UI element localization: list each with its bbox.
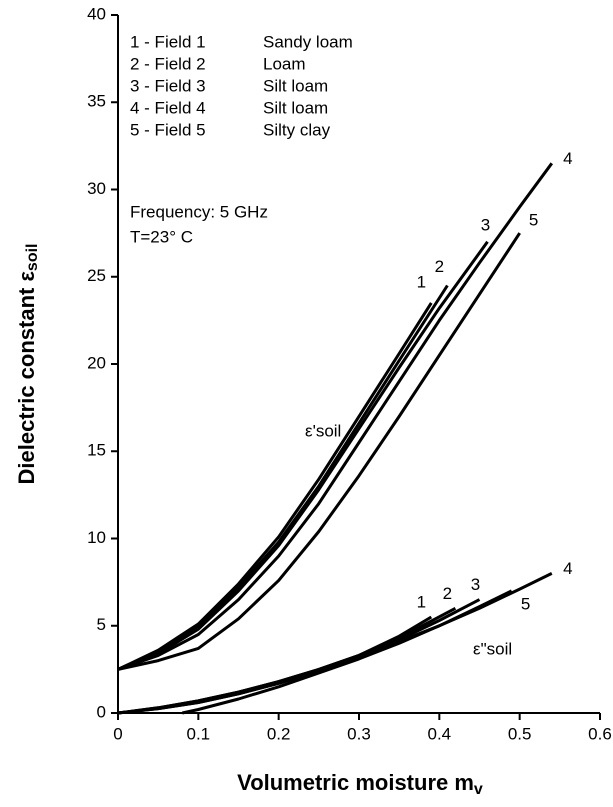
- y-tick-label: 15: [87, 441, 106, 460]
- series-label: 2: [435, 257, 444, 276]
- y-tick-label: 0: [97, 702, 106, 721]
- y-tick-label: 30: [87, 179, 106, 198]
- line: [117, 240, 489, 671]
- legend-label: 3 - Field 3: [130, 76, 206, 95]
- x-tick-label: 0: [113, 724, 122, 743]
- legend-soil: Sandy loam: [263, 32, 353, 51]
- y-tick-label: 35: [87, 92, 106, 111]
- y-tick-label: 40: [87, 4, 106, 23]
- line: [117, 572, 553, 715]
- x-axis-label-main: Volumetric moisture m: [237, 770, 474, 795]
- line: [181, 589, 513, 715]
- series-label: 5: [529, 211, 538, 230]
- legend-label: 5 - Field 5: [130, 120, 206, 139]
- series-label: 3: [471, 575, 480, 594]
- y-tick-label: 20: [87, 353, 106, 372]
- annotation: Frequency: 5 GHz: [130, 202, 268, 221]
- x-tick-label: 0.3: [347, 724, 371, 743]
- line: [117, 284, 449, 671]
- y-axis-label-sub: soil: [24, 244, 41, 272]
- annotation: ε'soil: [305, 421, 341, 440]
- series-label: 4: [563, 559, 572, 578]
- line: [117, 232, 521, 671]
- series-label: 2: [443, 584, 452, 603]
- legend-label: 2 - Field 2: [130, 54, 206, 73]
- y-tick-label: 10: [87, 528, 106, 547]
- y-axis-label-main: Dielectric constant ε: [14, 271, 39, 485]
- legend-soil: Silt loam: [263, 76, 328, 95]
- line: [117, 606, 457, 715]
- legend-label: 1 - Field 1: [130, 32, 206, 51]
- x-tick-label: 0.2: [267, 724, 291, 743]
- line: [117, 615, 433, 715]
- series-label: 3: [481, 215, 490, 234]
- x-axis-label: Volumetric moisture mv: [237, 770, 483, 798]
- x-tick-label: 0.6: [588, 724, 612, 743]
- annotation: T=23° C: [130, 227, 193, 246]
- series-label: 1: [417, 272, 426, 291]
- legend-soil: Silty clay: [263, 120, 331, 139]
- x-tick-label: 0.1: [187, 724, 211, 743]
- legend-label: 4 - Field 4: [130, 98, 206, 117]
- series-label: 1: [417, 593, 426, 612]
- x-tick-label: 0.5: [508, 724, 532, 743]
- annotation: ε"soil: [473, 639, 512, 658]
- legend-soil: Silt loam: [263, 98, 328, 117]
- series-label: 4: [563, 149, 572, 168]
- line: [117, 162, 554, 671]
- y-tick-label: 5: [97, 615, 106, 634]
- x-axis-label-sub: v: [474, 781, 483, 798]
- y-tick-label: 25: [87, 266, 106, 285]
- line: [117, 302, 433, 671]
- series-label: 5: [521, 594, 530, 613]
- x-tick-label: 0.4: [428, 724, 452, 743]
- y-axis-label: Dielectric constant εsoil: [14, 244, 41, 485]
- legend-soil: Loam: [263, 54, 306, 73]
